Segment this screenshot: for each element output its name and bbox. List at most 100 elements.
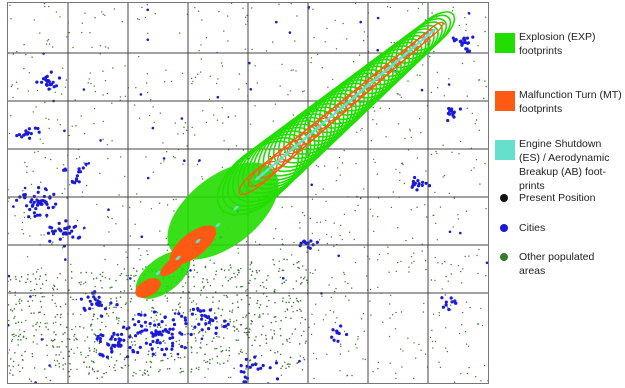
populated-area-dot (124, 65, 126, 67)
populated-area-dot (23, 330, 25, 333)
populated-area-dot (437, 262, 439, 264)
populated-area-dot (109, 287, 111, 289)
populated-area-dot (389, 294, 392, 296)
city-dot (112, 332, 116, 336)
populated-area-dot (143, 372, 146, 374)
populated-area-dot (71, 328, 73, 331)
populated-area-dot (467, 345, 470, 347)
populated-area-dot (27, 90, 30, 92)
populated-area-dot (80, 354, 82, 356)
city-dot (336, 339, 340, 343)
populated-area-dot (59, 272, 61, 275)
city-dot (448, 109, 452, 113)
populated-area-dot (93, 361, 95, 364)
populated-area-dot (356, 131, 358, 133)
populated-area-dot (22, 335, 25, 338)
populated-area-dot (284, 310, 286, 313)
populated-area-dot (407, 80, 409, 82)
populated-area-dot (453, 197, 455, 199)
populated-area-dot (377, 259, 379, 261)
populated-area-dot (159, 112, 161, 114)
populated-area-dot (115, 297, 118, 299)
populated-area-dot (446, 306, 449, 308)
populated-area-dot (60, 351, 62, 353)
populated-area-dot (471, 112, 473, 115)
populated-area-dot (292, 301, 295, 304)
populated-area-dot (204, 376, 206, 379)
populated-area-dot (395, 270, 397, 272)
populated-area-dot (362, 39, 365, 42)
populated-area-dot (81, 31, 83, 34)
populated-area-dot (193, 333, 195, 335)
populated-area-dot (130, 298, 133, 300)
city-dot (259, 366, 263, 370)
populated-area-dot (227, 360, 229, 362)
populated-area-dot (220, 62, 223, 64)
legend-cities-label: Cities (519, 222, 546, 234)
populated-area-dot (15, 303, 17, 306)
city-dot (50, 229, 55, 233)
populated-area-dot (420, 349, 422, 351)
populated-area-dot (233, 367, 235, 370)
populated-area-dot (302, 90, 304, 93)
populated-area-dot (290, 90, 292, 92)
city-dot (244, 357, 248, 361)
populated-area-dot (263, 286, 265, 288)
populated-area-dot (132, 375, 134, 377)
populated-area-dot (443, 174, 446, 177)
populated-area-dot (47, 328, 49, 331)
city-dot (117, 341, 121, 345)
populated-area-dot (99, 45, 102, 47)
populated-area-dot (21, 228, 23, 231)
populated-area-dot (415, 357, 417, 359)
populated-area-dot (310, 61, 312, 64)
populated-area-dot (192, 328, 194, 331)
populated-area-dot (288, 365, 290, 368)
populated-area-dot (290, 317, 292, 320)
populated-area-dot (68, 355, 70, 358)
city-dot (131, 348, 135, 353)
populated-area-dot (273, 330, 275, 332)
populated-area-dot (46, 40, 48, 42)
city-dot (211, 319, 215, 323)
city-dot (117, 344, 121, 348)
populated-area-dot (265, 342, 268, 345)
populated-area-dot (323, 165, 326, 167)
populated-area-dot (204, 266, 207, 269)
populated-area-dot (448, 192, 450, 194)
populated-area-dot (475, 159, 478, 161)
city-dot (168, 336, 172, 340)
city-dot (119, 332, 124, 336)
populated-area-dot (197, 368, 200, 371)
populated-area-dot (238, 73, 241, 75)
populated-area-dot (358, 54, 361, 56)
populated-area-dot (183, 126, 185, 128)
city-dot (447, 83, 451, 86)
populated-area-dot (156, 319, 158, 321)
populated-area-dot (477, 45, 479, 47)
populated-area-dot (430, 279, 433, 281)
populated-area-dot (461, 324, 463, 326)
populated-area-dot (292, 69, 294, 71)
populated-area-dot (413, 342, 415, 344)
populated-area-dot (219, 363, 221, 365)
city-dot (109, 337, 113, 341)
populated-area-dot (238, 88, 240, 90)
city-dot (144, 341, 148, 345)
populated-area-dot (85, 184, 88, 187)
populated-area-dot (228, 349, 230, 352)
populated-area-dot (373, 230, 375, 233)
populated-area-dot (33, 367, 36, 369)
populated-area-dot (436, 239, 438, 241)
populated-area-dot (156, 326, 159, 328)
populated-area-dot (402, 163, 404, 166)
populated-area-dot (85, 271, 88, 274)
populated-area-dot (311, 198, 314, 200)
populated-area-dot (184, 333, 186, 336)
populated-area-dot (123, 358, 126, 361)
shutdown-breakup-footprint (324, 117, 330, 123)
shutdown-breakup-footprint (259, 171, 266, 177)
populated-area-dot (180, 296, 182, 299)
populated-area-dot (205, 343, 208, 346)
populated-area-dot (95, 349, 98, 351)
